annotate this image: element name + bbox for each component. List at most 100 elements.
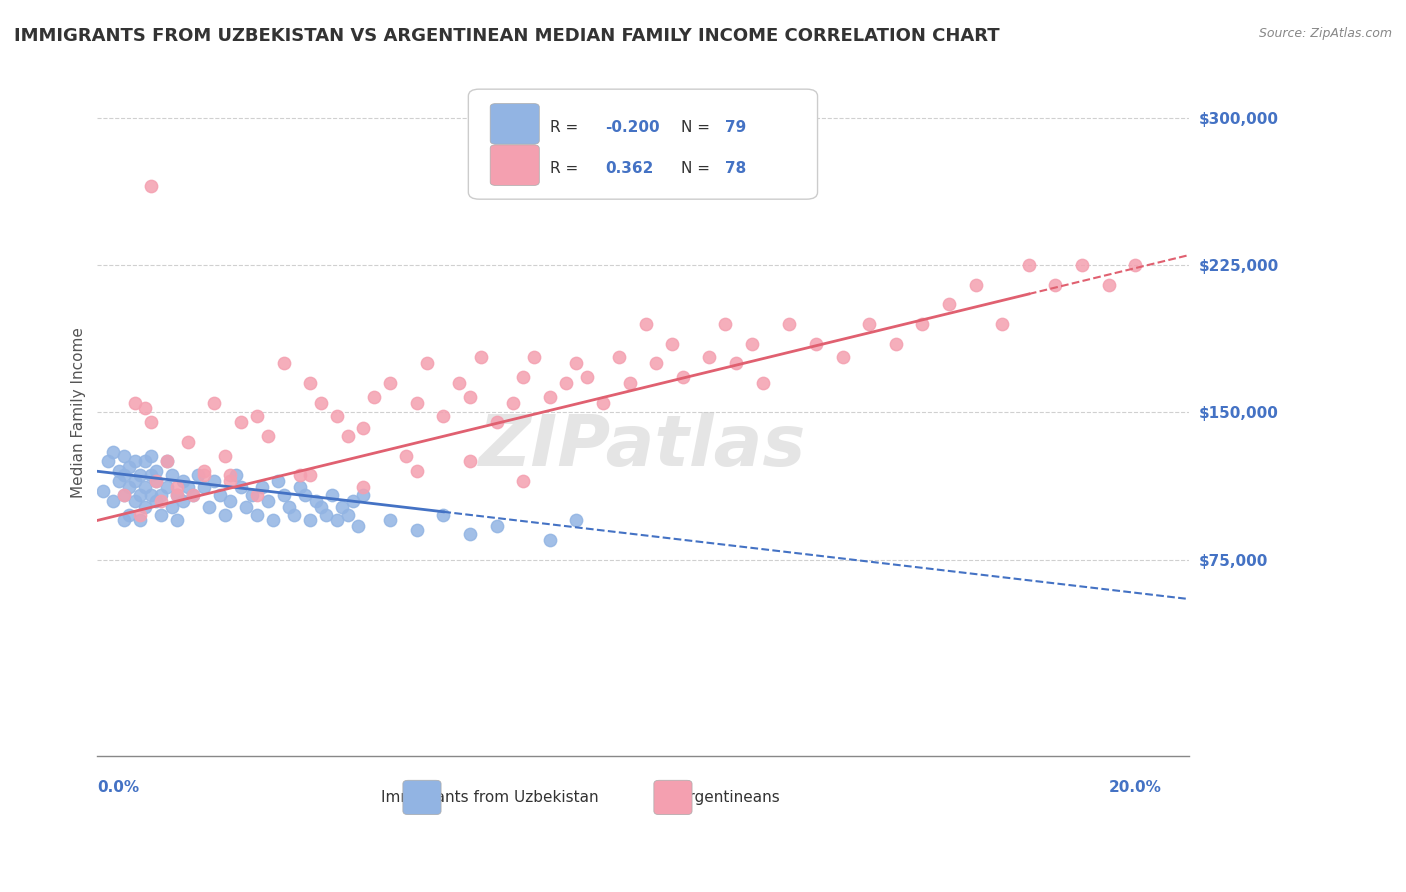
Point — [219, 474, 242, 488]
Point — [267, 474, 290, 488]
Point — [193, 468, 215, 483]
Point — [502, 395, 524, 409]
Point — [204, 474, 226, 488]
Point — [405, 523, 427, 537]
Text: N =: N = — [681, 120, 716, 136]
Point — [129, 468, 152, 483]
Point — [1018, 258, 1040, 272]
Point — [378, 513, 401, 527]
Point — [118, 508, 141, 522]
Point — [139, 488, 162, 502]
Point — [118, 480, 141, 494]
Point — [336, 508, 359, 522]
Text: Source: ZipAtlas.com: Source: ZipAtlas.com — [1258, 27, 1392, 40]
Point — [139, 179, 162, 194]
Point — [416, 356, 439, 370]
Text: IMMIGRANTS FROM UZBEKISTAN VS ARGENTINEAN MEDIAN FAMILY INCOME CORRELATION CHART: IMMIGRANTS FROM UZBEKISTAN VS ARGENTINEA… — [14, 27, 1000, 45]
Point — [155, 454, 177, 468]
Text: Argentineans: Argentineans — [679, 790, 782, 805]
Point — [523, 351, 546, 365]
Point — [124, 454, 146, 468]
Point — [336, 429, 359, 443]
Point — [309, 500, 332, 514]
Point — [283, 508, 305, 522]
Point — [432, 409, 454, 424]
Point — [645, 356, 668, 370]
Point — [112, 449, 135, 463]
Point — [172, 474, 194, 488]
Point — [299, 513, 322, 527]
Point — [565, 513, 588, 527]
Point — [112, 468, 135, 483]
Point — [240, 488, 263, 502]
Point — [134, 401, 156, 416]
Point — [256, 493, 278, 508]
Point — [103, 493, 125, 508]
Point — [309, 395, 332, 409]
Point — [145, 474, 167, 488]
Point — [229, 480, 252, 494]
Point — [124, 493, 146, 508]
Point — [124, 395, 146, 409]
Point — [246, 508, 269, 522]
Point — [378, 376, 401, 390]
Point — [485, 415, 508, 429]
Point — [256, 429, 278, 443]
Point — [166, 488, 188, 502]
Text: R =: R = — [550, 161, 583, 177]
Point — [288, 468, 311, 483]
Point — [699, 351, 721, 365]
Point — [118, 460, 141, 475]
Point — [299, 376, 322, 390]
Point — [139, 468, 162, 483]
Point — [725, 356, 748, 370]
Point — [145, 474, 167, 488]
Point — [198, 500, 221, 514]
Point — [405, 464, 427, 478]
Point — [134, 454, 156, 468]
FancyBboxPatch shape — [654, 780, 692, 814]
Point — [326, 513, 349, 527]
Point — [576, 370, 599, 384]
Point — [160, 468, 183, 483]
Point — [485, 519, 508, 533]
Text: Immigrants from Uzbekistan: Immigrants from Uzbekistan — [381, 790, 599, 805]
Point — [458, 454, 481, 468]
Point — [107, 474, 129, 488]
Point — [353, 421, 375, 435]
Point — [321, 488, 343, 502]
Point — [246, 409, 269, 424]
Point — [607, 351, 630, 365]
FancyBboxPatch shape — [491, 103, 540, 145]
Point — [91, 483, 114, 498]
Point — [278, 500, 301, 514]
Point — [246, 488, 269, 502]
Point — [965, 277, 987, 292]
Text: R =: R = — [550, 120, 583, 136]
Point — [432, 508, 454, 522]
Point — [273, 488, 295, 502]
Point — [458, 390, 481, 404]
Point — [129, 513, 152, 527]
Point — [751, 376, 773, 390]
Point — [304, 493, 326, 508]
Point — [166, 513, 188, 527]
Point — [353, 488, 375, 502]
Point — [634, 317, 657, 331]
Point — [538, 533, 561, 547]
Point — [831, 351, 853, 365]
Point — [235, 500, 257, 514]
Text: -0.200: -0.200 — [605, 120, 659, 136]
Point — [193, 480, 215, 494]
Point — [181, 488, 204, 502]
Y-axis label: Median Family Income: Median Family Income — [72, 326, 86, 498]
Point — [458, 527, 481, 541]
Point — [219, 493, 242, 508]
Point — [353, 480, 375, 494]
Point — [741, 336, 763, 351]
Point — [166, 480, 188, 494]
Text: 79: 79 — [724, 120, 747, 136]
Point — [103, 444, 125, 458]
Point — [150, 488, 173, 502]
Point — [884, 336, 907, 351]
